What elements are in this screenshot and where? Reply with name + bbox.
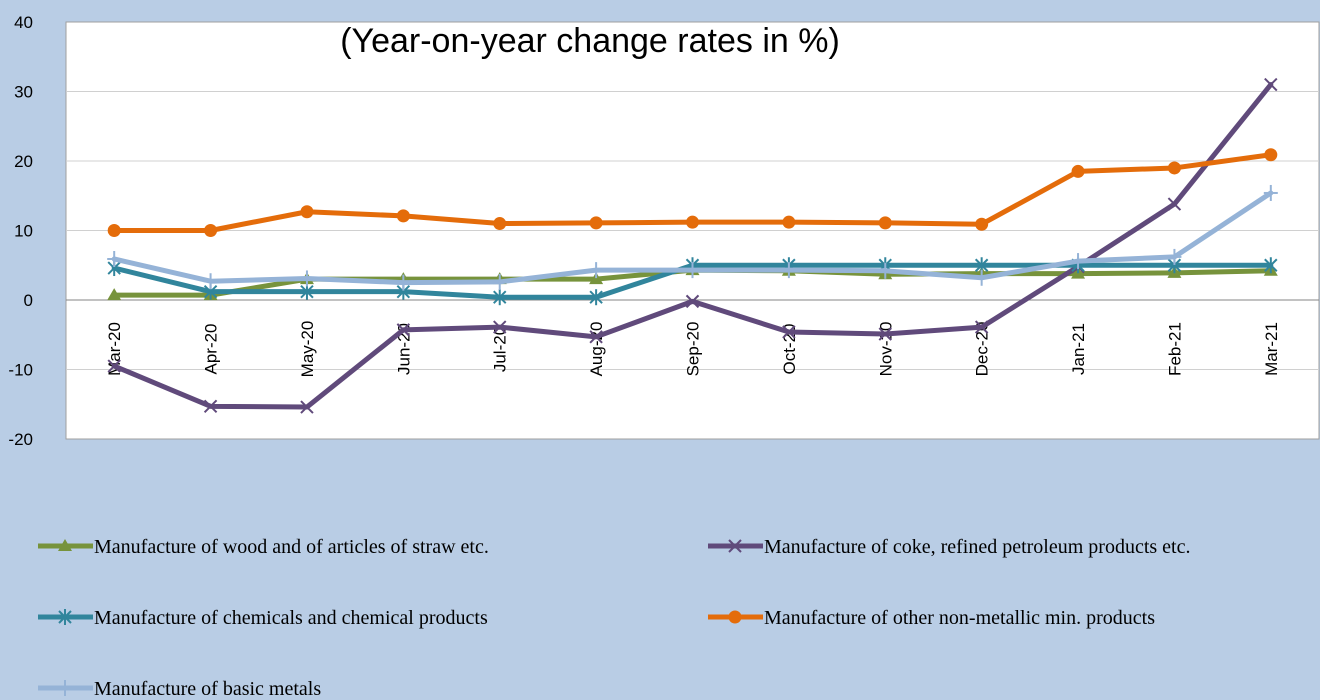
legend-item: Manufacture of other non-metallic min. p…	[708, 607, 1155, 629]
data-point	[1167, 161, 1181, 175]
data-point	[878, 262, 893, 279]
legend-label: Manufacture of chemicals and chemical pr…	[94, 607, 488, 629]
legend-label: Manufacture of basic metals	[94, 678, 321, 700]
data-point	[878, 327, 892, 341]
data-point	[878, 216, 892, 230]
data-point	[1264, 77, 1278, 92]
data-point	[589, 262, 604, 279]
data-point	[299, 270, 314, 287]
data-point	[1263, 184, 1278, 201]
legend-label: Manufacture of other non-metallic min. p…	[764, 607, 1155, 629]
data-point	[107, 250, 122, 267]
data-point	[492, 273, 507, 290]
y-tick-label: 20	[14, 152, 33, 171]
data-point	[728, 610, 742, 624]
legend-label: Manufacture of wood and of articles of s…	[94, 536, 489, 558]
legend-item: Manufacture of wood and of articles of s…	[38, 536, 489, 558]
data-point	[58, 609, 72, 625]
y-tick-label: 10	[14, 222, 33, 241]
data-point	[589, 330, 603, 344]
data-point	[782, 325, 796, 339]
data-point	[204, 224, 218, 237]
y-tick-label: 30	[14, 83, 33, 102]
x-tick-label: Mar-21	[1262, 322, 1281, 376]
data-point	[685, 294, 700, 309]
y-tick-label: 0	[24, 291, 33, 310]
y-tick-label: 40	[14, 13, 33, 32]
data-point	[781, 262, 796, 279]
data-point	[107, 288, 122, 301]
legend-label: Manufacture of coke, refined petroleum p…	[764, 536, 1190, 558]
legend-item: Manufacture of coke, refined petroleum p…	[708, 536, 1190, 558]
data-point	[300, 400, 314, 414]
data-point	[1071, 164, 1085, 178]
data-point	[1167, 197, 1182, 211]
data-point	[975, 217, 989, 231]
x-tick-label: Jan-21	[1069, 323, 1088, 375]
x-tick-label: Feb-21	[1165, 322, 1184, 376]
data-point	[203, 273, 218, 290]
data-point	[396, 323, 411, 337]
x-tick-label: Sep-20	[684, 322, 703, 377]
x-tick-label: Nov-20	[876, 322, 895, 377]
series-lines	[107, 77, 1278, 414]
x-axis-tick-labels: Mar-20 Apr-20 May-20 Jun-20 Jul-20 Aug-20 Sep-…	[105, 321, 1281, 378]
data-point	[396, 274, 411, 291]
data-point	[107, 224, 121, 237]
data-point	[728, 539, 742, 553]
data-point	[1167, 248, 1182, 265]
data-point	[589, 272, 604, 285]
x-tick-label: Apr-20	[202, 323, 221, 374]
data-point	[686, 215, 699, 229]
legend-item: Manufacture of basic metals	[38, 678, 321, 700]
x-tick-label: Dec-20	[973, 322, 992, 377]
x-tick-label: Aug-20	[587, 322, 606, 377]
data-point	[396, 209, 410, 223]
data-point	[974, 269, 989, 286]
data-point	[58, 680, 72, 696]
legend: Manufacture of wood and of articles of s…	[38, 536, 1190, 700]
data-point	[203, 399, 218, 414]
data-point	[493, 217, 507, 231]
data-point	[300, 205, 314, 219]
legend-item: Manufacture of chemicals and chemical pr…	[38, 607, 488, 629]
data-point	[493, 320, 507, 334]
y-tick-label: -20	[8, 430, 33, 449]
y-tick-label: -10	[8, 361, 33, 380]
data-point	[58, 539, 72, 551]
data-point	[589, 216, 603, 230]
data-point	[589, 289, 603, 306]
chart-title: (Year-on-year change rates in %)	[340, 22, 840, 60]
data-point	[974, 320, 989, 334]
data-point	[782, 215, 796, 229]
x-tick-label: May-20	[298, 321, 317, 378]
data-point	[1264, 148, 1278, 162]
data-point	[493, 289, 507, 306]
y-axis-tick-labels: -20 -10 0 10 20 30 40	[8, 13, 33, 449]
data-point	[1071, 253, 1086, 270]
x-tick-label: Jul-20	[491, 326, 510, 372]
data-point	[685, 262, 700, 279]
data-point	[107, 359, 121, 373]
data-point	[1264, 257, 1278, 274]
